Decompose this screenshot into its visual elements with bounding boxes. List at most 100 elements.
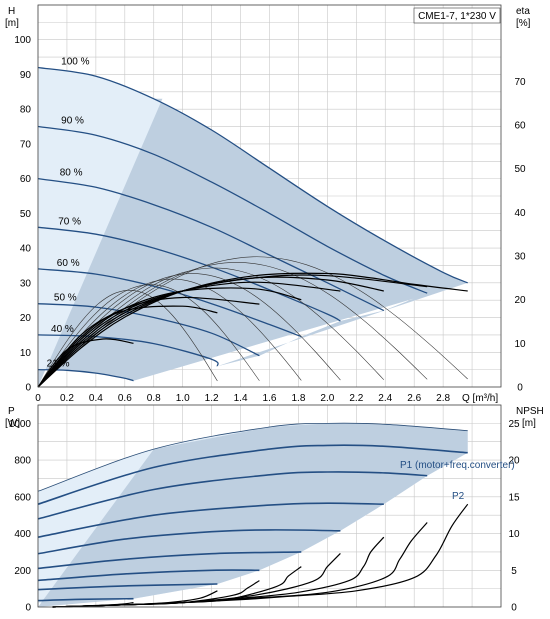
p2-curve-label: P2 — [452, 491, 465, 502]
p1-curve-label: P1 (motor+freq.converter) — [400, 460, 515, 471]
head-curve — [37, 334, 219, 367]
y2-tick-label: 5 — [511, 566, 517, 577]
system-curve — [37, 256, 468, 388]
y-tick-label: 90 — [20, 70, 32, 81]
bottom-axes: 0 200 400 600 800 1000 0 5 10 15 20 25 — [9, 419, 520, 614]
x-tick-label: 0 — [35, 393, 41, 404]
y-tick-label: 50 — [20, 209, 32, 220]
y-tick-label: 10 — [20, 348, 32, 359]
x-tick-label: 0.4 — [89, 393, 103, 404]
power-curve — [37, 597, 134, 602]
y-tick-label: 70 — [20, 139, 32, 150]
x-axis-label-top: Q [m³/h] — [462, 393, 498, 404]
x-tick-label: 2.2 — [349, 393, 363, 404]
y2-tick-label: 50 — [514, 164, 526, 175]
head-curve — [37, 226, 341, 322]
system-curve — [37, 284, 260, 388]
x-tick-label: 2.8 — [436, 393, 450, 404]
x-tick-label: 1.0 — [176, 393, 190, 404]
power-curve — [37, 471, 428, 520]
title-box — [413, 7, 501, 24]
power-curve — [37, 444, 468, 505]
npsh-curve — [52, 602, 134, 608]
bottom-plot-frame — [37, 404, 502, 608]
x-tick-label: 2.4 — [378, 393, 392, 404]
y-tick-label: 800 — [14, 456, 31, 467]
speed-label: 80 % — [60, 168, 83, 179]
y-axis-label-h: H — [8, 6, 15, 17]
speed-label: 40 % — [51, 324, 74, 335]
bottom-curves — [37, 422, 469, 608]
power-npsh-panel: 0 200 400 600 800 1000 0 5 10 15 20 25 P [W] NPSH [… — [5, 404, 544, 614]
y2-tick-label: 20 — [508, 456, 520, 467]
top-plot-frame — [37, 4, 502, 388]
y-axis-unit-w: [W] — [5, 418, 20, 429]
y-tick-label: 600 — [14, 492, 31, 503]
y2-tick-label: 20 — [514, 295, 526, 306]
chart-title: CME1-7, 1*230 V — [418, 11, 496, 22]
head-curve — [37, 66, 468, 284]
efficiency-curve — [37, 281, 341, 388]
y-tick-label: 30 — [20, 278, 32, 289]
efficiency-curve — [37, 272, 468, 388]
y2-tick-label: 0 — [517, 383, 523, 394]
x-tick-label: 0.6 — [118, 393, 132, 404]
efficiency-curve — [37, 305, 218, 388]
top-axes: 0 0.2 0.4 0.6 0.8 1.0 1.2 1.4 1.6 1.8 2.0 2.2 2.4 2.6… — [14, 35, 526, 404]
speed-label: 60 % — [57, 258, 80, 269]
power-curve — [37, 422, 468, 492]
y-tick-label: 100 — [14, 35, 31, 46]
y2-tick-label: 60 — [514, 121, 526, 132]
power-curve — [37, 551, 302, 570]
x-tick-label: 1.8 — [291, 393, 305, 404]
y-tick-label: 40 — [20, 244, 32, 255]
y2-axis-label-eta: eta — [516, 6, 530, 17]
y2-axis-unit-m: [m] — [522, 418, 536, 429]
y2-tick-label: 70 — [514, 77, 526, 88]
x-tick-label: 1.6 — [263, 393, 277, 404]
y-tick-label: 400 — [14, 529, 31, 540]
y2-tick-label: 30 — [514, 252, 526, 263]
y2-axis-label-npsh: NPSH — [516, 406, 544, 417]
y-tick-label: 60 — [20, 174, 32, 185]
envelope-dark-region — [38, 98, 468, 388]
x-tick-label: 0.2 — [60, 393, 74, 404]
efficiency-curve — [37, 296, 260, 388]
x-tick-label: 2.6 — [407, 393, 421, 404]
y-tick-label: 1000 — [9, 419, 32, 430]
speed-label: 100 % — [61, 57, 89, 68]
y-tick-label: 0 — [25, 383, 31, 394]
head-curve — [37, 368, 134, 382]
y2-tick-label: 10 — [514, 339, 526, 350]
efficiency-curve — [37, 338, 134, 388]
x-tick-label: 1.2 — [205, 393, 219, 404]
y-tick-label: 200 — [14, 566, 31, 577]
power-curve — [37, 583, 218, 591]
y2-tick-label: 0 — [511, 603, 517, 614]
head-curve — [37, 125, 428, 294]
y-tick-label: 80 — [20, 105, 32, 116]
speed-label: 50 % — [54, 293, 77, 304]
y-tick-label: 20 — [20, 313, 32, 324]
speed-label: 21 % — [47, 359, 70, 370]
y-axis-unit-m: [m] — [5, 18, 19, 29]
y2-axis-unit-pct: [%] — [516, 18, 531, 29]
head-curve — [37, 303, 260, 357]
power-curve — [37, 569, 260, 582]
head-curve — [37, 177, 385, 312]
system-curve — [37, 289, 218, 388]
x-tick-label: 0.8 — [147, 393, 161, 404]
y2-tick-label: 15 — [508, 492, 520, 503]
power-curve — [37, 529, 341, 555]
system-curve — [37, 267, 385, 388]
y-axis-label-p: P — [8, 406, 15, 417]
y-tick-label: 0 — [25, 603, 31, 614]
speed-label: 70 % — [58, 216, 81, 227]
x-tick-label: 2.0 — [320, 393, 334, 404]
y2-tick-label: 25 — [508, 419, 520, 430]
x-tick-label: 1.4 — [234, 393, 248, 404]
y2-tick-label: 40 — [514, 208, 526, 219]
power-curve — [37, 502, 384, 538]
top-curves: 100 % 90 % 80 % 70 % 60 % 50 % 40 % 21 % — [37, 57, 468, 388]
